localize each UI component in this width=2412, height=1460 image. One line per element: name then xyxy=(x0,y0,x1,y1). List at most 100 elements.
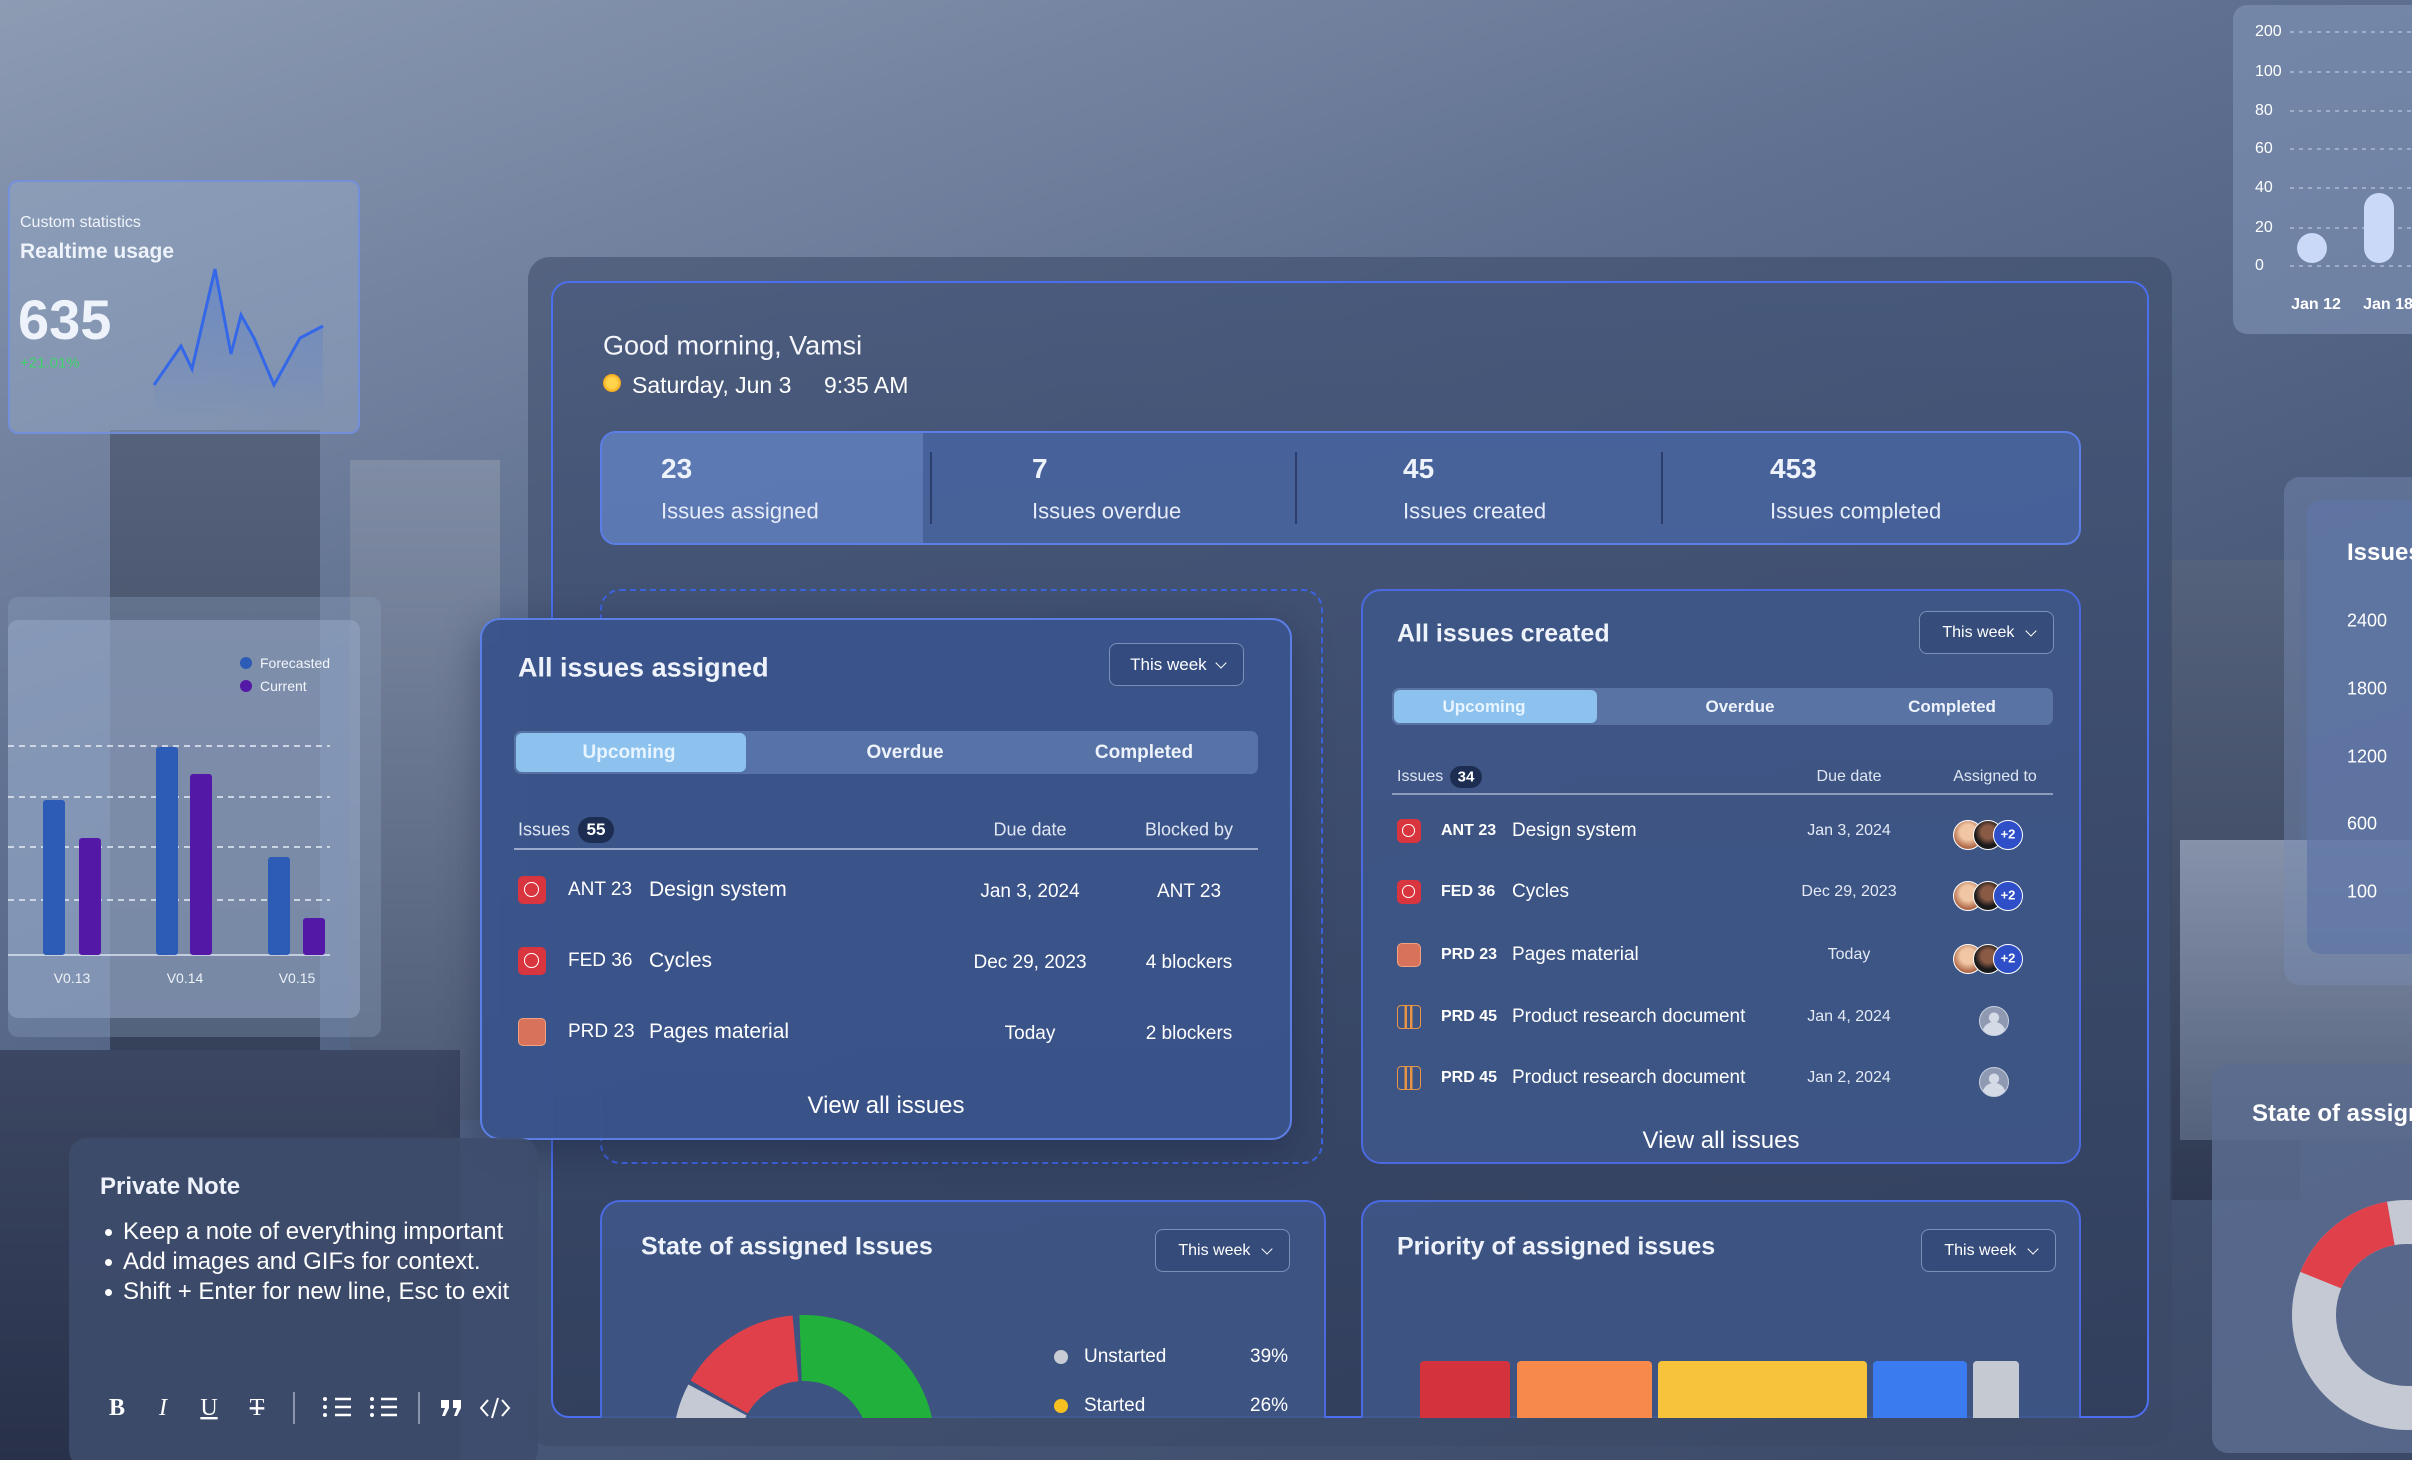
issue-name[interactable]: Cycles xyxy=(1512,881,1570,903)
y-tick-label: 100 xyxy=(2255,62,2282,80)
release-chart xyxy=(8,657,330,956)
weather-icon xyxy=(603,374,621,392)
filter-button[interactable] xyxy=(1919,611,2054,654)
bar xyxy=(79,838,101,955)
filter-button[interactable] xyxy=(1921,1229,2056,1272)
legend-label: Forecasted xyxy=(260,654,331,671)
tab[interactable]: Upcoming xyxy=(582,741,676,763)
blocked-by: 2 blockers xyxy=(1145,1023,1233,1045)
widget-title: Realtime usage xyxy=(20,239,175,263)
bar xyxy=(2297,233,2327,263)
issue-name[interactable]: Pages material xyxy=(649,1019,790,1043)
avatar-count: +2 xyxy=(2000,887,2016,903)
quote-icon[interactable] xyxy=(441,1400,461,1416)
priority-icon xyxy=(1397,1005,1421,1029)
panel-graphics xyxy=(676,1315,2019,1418)
bar xyxy=(43,800,65,955)
italic-icon[interactable]: I xyxy=(158,1395,168,1421)
strike-icon[interactable]: T xyxy=(250,1395,265,1421)
tab[interactable]: Upcoming xyxy=(1442,696,1526,716)
bullet-dot xyxy=(105,1259,112,1266)
header-rule xyxy=(514,848,1258,850)
sparkline xyxy=(152,268,324,420)
filter-label: This week xyxy=(1942,623,2015,641)
stat-divider xyxy=(1661,452,1663,524)
y-tick-label: 600 xyxy=(2347,813,2378,834)
due-date: Today xyxy=(1827,945,1871,963)
bar xyxy=(2364,193,2394,263)
issue-name[interactable]: Pages material xyxy=(1512,944,1639,966)
tab-active xyxy=(1394,690,1597,723)
stat-value: 45 xyxy=(1403,452,1435,484)
donut-segment xyxy=(799,1315,932,1418)
tab[interactable]: Overdue xyxy=(1705,696,1775,716)
bold-icon[interactable]: B xyxy=(109,1395,125,1421)
blocked-by: 4 blockers xyxy=(1145,952,1233,974)
donut-segment xyxy=(676,1384,748,1418)
issue-name[interactable]: Product research document xyxy=(1512,1006,1746,1028)
legend-label: Unstarted xyxy=(1084,1346,1167,1368)
sparkline-line xyxy=(152,268,324,389)
priority-bar xyxy=(1873,1361,1967,1418)
y-tick-label: 200 xyxy=(2255,22,2282,40)
filter-button[interactable] xyxy=(1155,1229,1290,1272)
due-date: Today xyxy=(1004,1023,1056,1045)
card-title: All issues assigned xyxy=(518,652,769,683)
x-tick-label: Jan 12 xyxy=(2291,295,2341,313)
legend-value: 39% xyxy=(1250,1346,1289,1368)
issue-name[interactable]: Product research document xyxy=(1512,1067,1746,1089)
legend-dot xyxy=(240,680,252,692)
created-card xyxy=(1361,589,2081,1164)
note-bullet: Shift + Enter for new line, Esc to exit xyxy=(123,1278,510,1306)
column-header: Due date xyxy=(1816,767,1882,785)
avatar-count: +2 xyxy=(2000,950,2016,966)
bar xyxy=(303,918,325,955)
issue-id: ANT 23 xyxy=(1441,821,1497,839)
legend-value: 26% xyxy=(1250,1395,1289,1417)
issue-name[interactable]: Design system xyxy=(649,877,787,901)
tab[interactable]: Overdue xyxy=(866,741,944,763)
stat-divider xyxy=(1295,452,1297,524)
issue-count: 55 xyxy=(586,820,606,840)
column-header: Due date xyxy=(993,819,1067,840)
issue-id: PRD 45 xyxy=(1441,1068,1498,1086)
tab[interactable]: Completed xyxy=(1094,741,1194,763)
filter-label: This week xyxy=(1130,654,1207,674)
stat-value: 23 xyxy=(661,452,693,484)
card-title: Priority of assigned issues xyxy=(1397,1232,1716,1261)
tab[interactable]: Completed xyxy=(1908,696,1996,716)
priority-icon xyxy=(1397,943,1421,967)
filter-label: This week xyxy=(1944,1241,2017,1259)
list-icon[interactable] xyxy=(335,1397,397,1417)
note-title: Private Note xyxy=(100,1173,241,1201)
issue-id: ANT 23 xyxy=(568,879,633,901)
due-date: Jan 3, 2024 xyxy=(1807,821,1891,839)
date: Saturday, Jun 3 xyxy=(632,371,792,398)
stat-value: 453 xyxy=(1770,452,1817,484)
y-tick-label: 60 xyxy=(2255,139,2273,157)
donut-segment xyxy=(2300,1201,2396,1290)
legend-label: Started xyxy=(1084,1395,1146,1417)
x-tick-label: V0.15 xyxy=(278,969,316,986)
bullet-dot xyxy=(105,1289,112,1296)
view-all-link[interactable]: View all issues xyxy=(807,1092,965,1120)
y-tick-label: 1800 xyxy=(2347,678,2388,699)
underline-icon[interactable]: U xyxy=(200,1395,217,1421)
filter-label: This week xyxy=(1178,1241,1251,1259)
issue-name[interactable]: Design system xyxy=(1512,820,1637,842)
time: 9:35 AM xyxy=(824,371,909,398)
background xyxy=(350,460,500,1120)
issue-id: PRD 23 xyxy=(1441,945,1498,963)
column-header: Issues xyxy=(1397,767,1444,785)
issue-id: FED 36 xyxy=(568,950,633,972)
priority-glyph xyxy=(524,953,539,968)
card-title: State of assigned Issues xyxy=(641,1232,933,1261)
priority-glyph xyxy=(1402,824,1415,837)
view-all-link[interactable]: View all issues xyxy=(1642,1127,1800,1155)
stat-divider xyxy=(930,452,932,524)
filter-button[interactable] xyxy=(1109,643,1244,686)
code-icon[interactable] xyxy=(479,1397,511,1419)
bar xyxy=(268,857,290,955)
issue-name[interactable]: Cycles xyxy=(649,948,713,972)
